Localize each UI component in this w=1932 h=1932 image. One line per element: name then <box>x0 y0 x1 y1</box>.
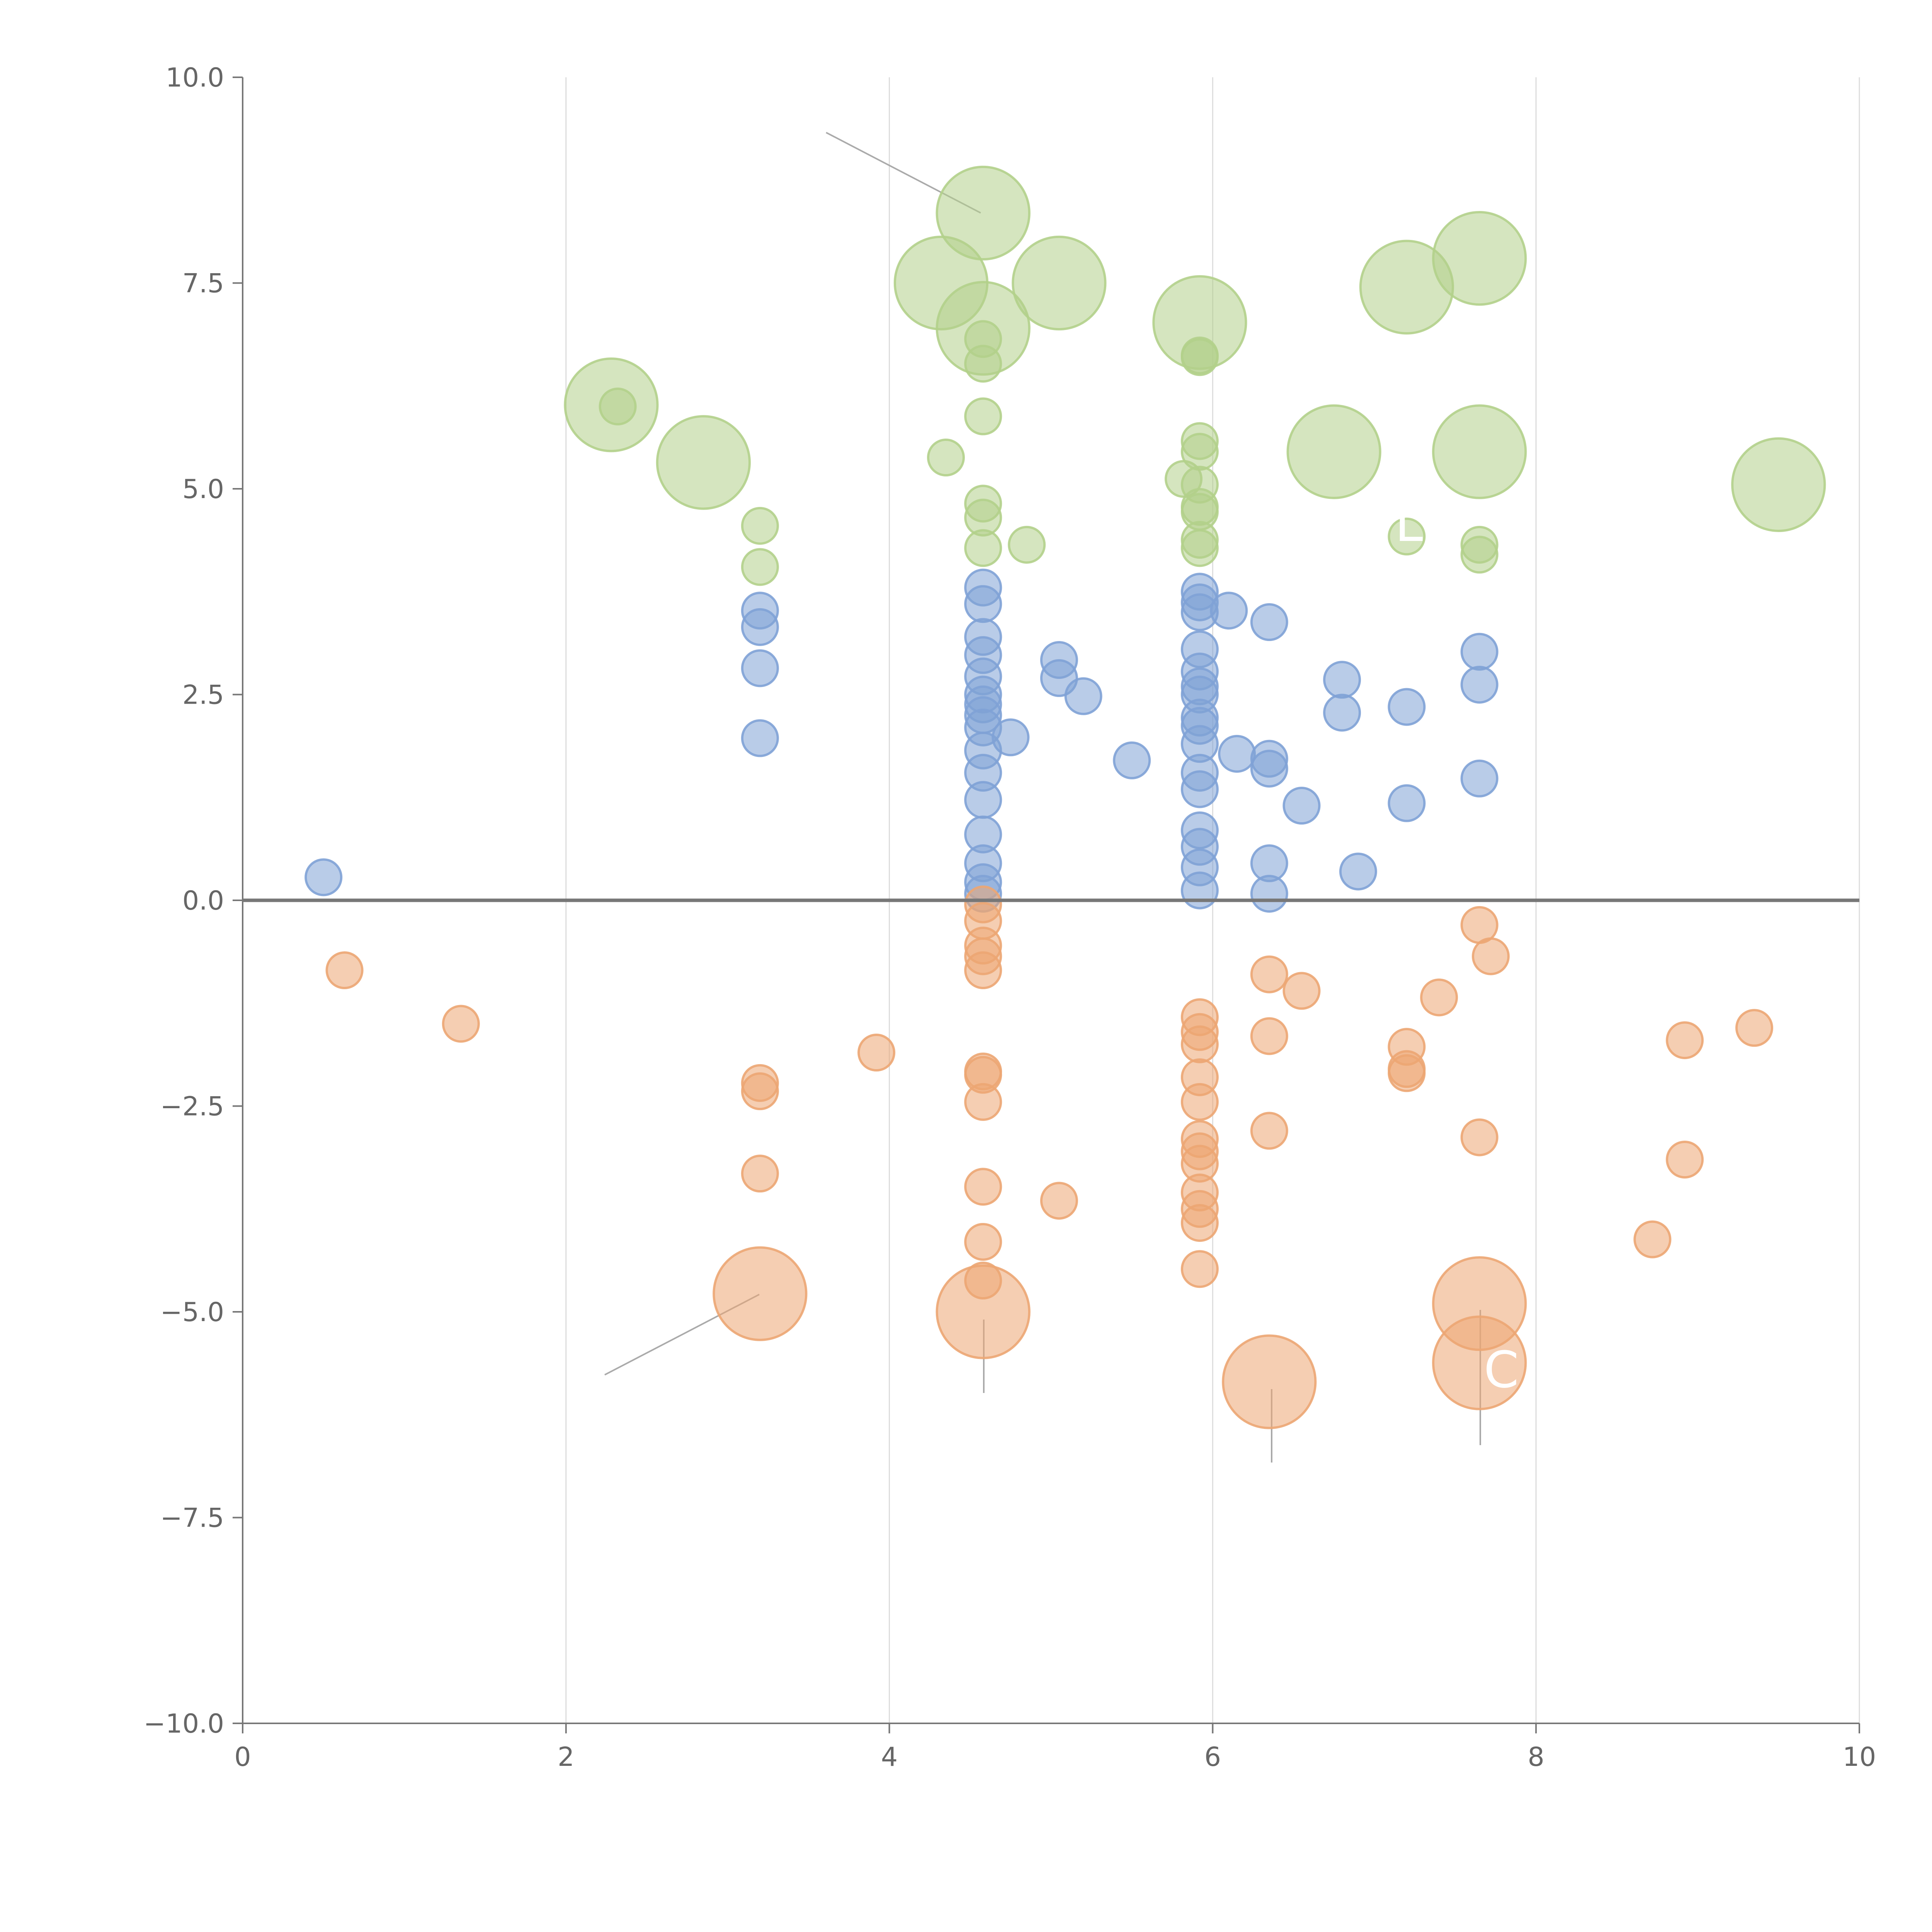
data-point <box>325 951 364 990</box>
data-point <box>1012 235 1107 331</box>
y-tick-label: −7.5 <box>160 1503 224 1534</box>
data-point <box>964 397 1002 435</box>
data-point <box>1460 759 1498 798</box>
data-point <box>1180 338 1219 376</box>
data-point <box>964 529 1002 567</box>
callout-label: L <box>1395 494 1423 553</box>
data-point <box>964 585 1002 623</box>
data-point <box>304 858 343 896</box>
y-tick-label: 0.0 <box>182 886 224 916</box>
data-point <box>1180 1083 1219 1121</box>
y-tick-label: −10.0 <box>144 1709 224 1739</box>
data-point <box>964 1083 1002 1121</box>
data-point <box>1460 536 1498 574</box>
data-point <box>1250 750 1288 788</box>
data-point <box>1460 633 1498 671</box>
y-tick-label: 7.5 <box>182 269 224 299</box>
y-tick-label: 10.0 <box>166 63 224 93</box>
data-point <box>1633 1220 1672 1259</box>
data-point <box>1180 770 1219 808</box>
data-point <box>964 781 1002 819</box>
data-point <box>1731 437 1826 532</box>
data-point <box>741 649 779 687</box>
data-point <box>1250 1017 1288 1055</box>
data-point <box>1432 1315 1527 1410</box>
data-point <box>741 1072 779 1111</box>
data-point <box>1250 955 1288 993</box>
data-point <box>1210 592 1248 630</box>
x-tick-label: 10 <box>1843 1742 1876 1772</box>
data-point <box>964 951 1002 990</box>
data-point <box>1064 677 1102 715</box>
data-point <box>1180 1204 1219 1242</box>
data-point <box>741 608 779 646</box>
data-points <box>304 165 1826 1429</box>
data-point <box>1040 1182 1078 1220</box>
data-point <box>1180 871 1219 910</box>
data-point <box>964 345 1002 383</box>
data-point <box>1460 665 1498 704</box>
data-point <box>741 548 779 586</box>
data-point <box>1180 433 1219 471</box>
data-point <box>1388 688 1426 726</box>
data-point <box>1420 978 1458 1017</box>
data-point <box>599 388 637 425</box>
x-tick-label: 6 <box>1204 1742 1221 1772</box>
data-point <box>1222 1334 1317 1429</box>
data-point <box>1388 784 1426 822</box>
data-point <box>656 415 751 510</box>
data-point <box>1008 526 1046 564</box>
y-tick-label: 2.5 <box>182 680 224 711</box>
x-tick-label: 0 <box>234 1742 251 1772</box>
data-point <box>442 1005 480 1043</box>
data-point <box>1472 937 1510 975</box>
y-tick-label: −5.0 <box>160 1297 224 1328</box>
data-point <box>1282 972 1321 1010</box>
data-point <box>964 1168 1002 1206</box>
data-point <box>992 718 1030 757</box>
data-point <box>927 439 965 477</box>
data-point <box>1113 741 1151 779</box>
data-point <box>1323 694 1361 732</box>
data-point <box>1218 735 1256 773</box>
data-point <box>1323 661 1361 699</box>
data-point <box>1180 529 1219 567</box>
axes: 0 2 4 6 8 10 10.0 7.5 5.0 2.5 0.0 −2.5 −5.0 −7.5 −10.0 <box>144 63 1876 1772</box>
y-tick-label: −2.5 <box>160 1092 224 1122</box>
data-point <box>1388 517 1426 556</box>
x-tick-label: 8 <box>1528 1742 1544 1772</box>
data-point <box>1432 211 1527 306</box>
data-point <box>935 165 1031 261</box>
data-point <box>1460 1118 1498 1156</box>
data-point <box>1250 603 1288 641</box>
callout-labels: L C <box>1395 494 1519 1399</box>
data-point <box>741 719 779 757</box>
data-point <box>1250 874 1288 913</box>
x-tick-label: 4 <box>881 1742 898 1772</box>
data-point <box>1432 404 1527 499</box>
x-tick-label: 2 <box>558 1742 574 1772</box>
data-point <box>741 507 779 545</box>
data-point <box>1388 1054 1426 1092</box>
data-point <box>1250 1112 1288 1150</box>
data-point <box>857 1034 896 1072</box>
data-point <box>1180 1025 1219 1063</box>
data-point <box>741 1155 779 1193</box>
callout-label: C <box>1484 1340 1519 1399</box>
data-point <box>1735 1009 1774 1047</box>
data-point <box>1666 1021 1704 1060</box>
data-point <box>1666 1140 1704 1179</box>
data-point <box>935 1264 1031 1359</box>
y-tick-label: 5.0 <box>182 474 224 505</box>
data-point <box>964 1223 1002 1261</box>
data-point <box>1282 787 1321 825</box>
data-point <box>1286 404 1381 499</box>
data-point <box>713 1246 808 1341</box>
data-point <box>1180 1250 1219 1288</box>
data-point <box>1339 852 1377 891</box>
